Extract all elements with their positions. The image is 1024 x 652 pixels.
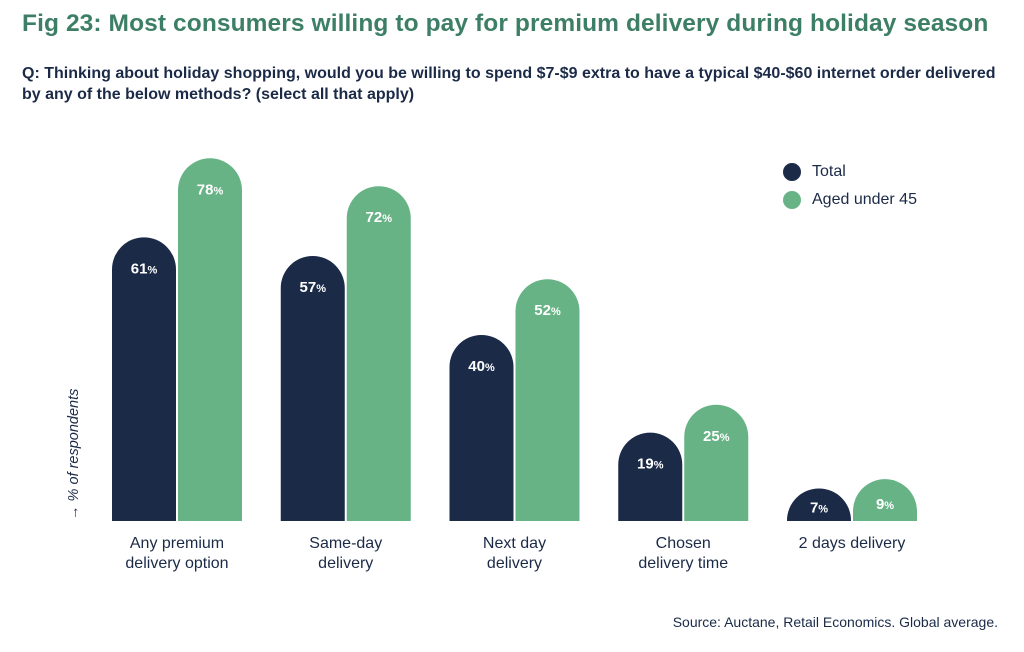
data-label-under-45-1: 72% bbox=[366, 209, 393, 226]
y-axis-label: → % of respondents bbox=[66, 388, 82, 520]
bar-under-45-3 bbox=[684, 404, 749, 521]
data-label-total-1: 57% bbox=[300, 279, 327, 296]
data-label-total-3: 19% bbox=[637, 456, 664, 473]
x-tick-label-3: Chosen delivery time bbox=[638, 535, 728, 572]
bar-total-1 bbox=[280, 255, 345, 521]
legend-item-total: Total bbox=[783, 158, 917, 186]
data-label-under-45-3: 25% bbox=[703, 428, 730, 445]
bar-under-45-1 bbox=[346, 186, 411, 521]
bar-under-45-4 bbox=[853, 479, 917, 521]
data-label-total-4: 7% bbox=[810, 500, 828, 517]
legend-item-under-45: Aged under 45 bbox=[783, 186, 917, 214]
data-label-under-45-4: 9% bbox=[876, 496, 894, 513]
source-note: Source: Auctane, Retail Economics. Globa… bbox=[672, 614, 998, 630]
data-label-under-45-2: 52% bbox=[534, 302, 561, 319]
x-tick-label-2: Next day delivery bbox=[483, 535, 546, 572]
legend-swatch-under-45 bbox=[783, 191, 801, 209]
bar-total-4 bbox=[787, 488, 851, 521]
legend-label-total: Total bbox=[812, 163, 846, 180]
legend-swatch-total bbox=[783, 163, 801, 181]
x-tick-label-1: Same-day delivery bbox=[309, 535, 382, 572]
x-tick-label-4: 2 days delivery bbox=[799, 535, 906, 552]
data-label-total-0: 61% bbox=[131, 260, 158, 277]
bar-total-2 bbox=[449, 335, 514, 521]
survey-question: Q: Thinking about holiday shopping, woul… bbox=[22, 65, 996, 103]
bar-under-45-0 bbox=[178, 158, 242, 522]
x-tick-label-0: Any premium delivery option bbox=[125, 535, 228, 572]
legend-label-under-45: Aged under 45 bbox=[812, 191, 917, 208]
bar-total-3 bbox=[618, 432, 683, 521]
data-label-under-45-0: 78% bbox=[197, 181, 224, 198]
bar-under-45-2 bbox=[515, 279, 580, 521]
bar-total-0 bbox=[112, 237, 176, 521]
legend: Total Aged under 45 bbox=[783, 158, 917, 214]
data-label-total-2: 40% bbox=[468, 358, 495, 375]
chart-title: Fig 23: Most consumers willing to pay fo… bbox=[22, 10, 989, 37]
